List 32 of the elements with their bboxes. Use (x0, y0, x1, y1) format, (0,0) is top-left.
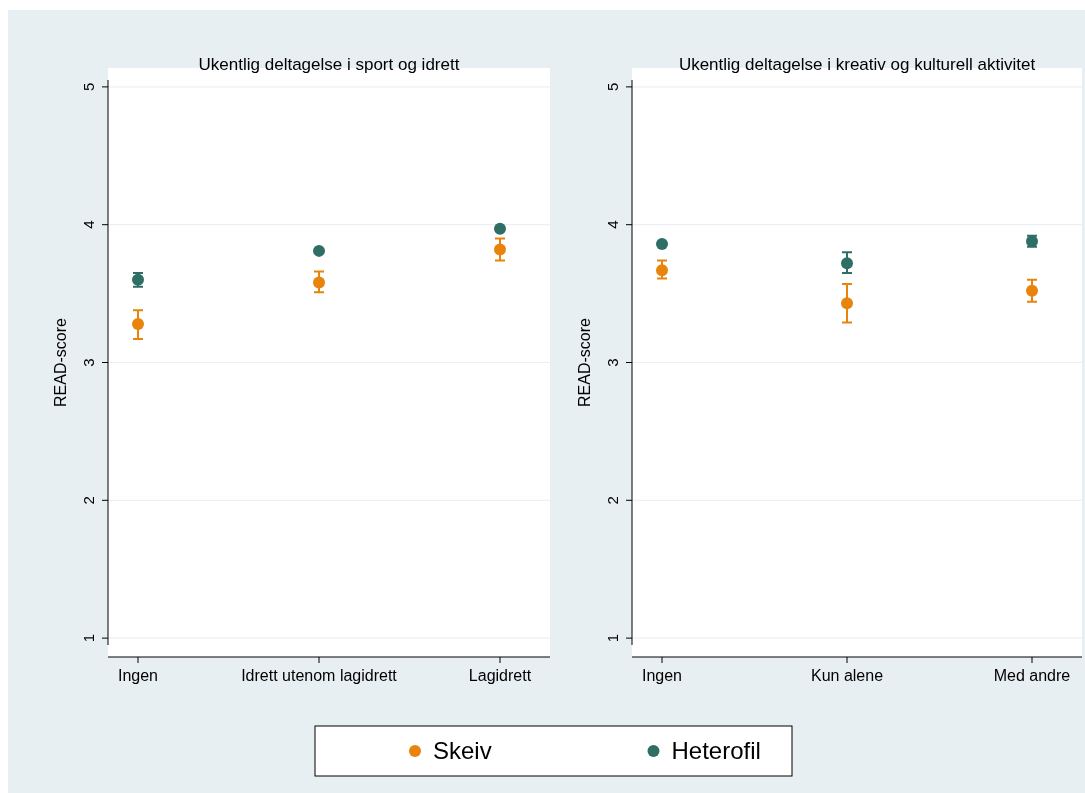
y-tick-label: 1 (80, 633, 97, 643)
point (313, 276, 325, 289)
y-tick-label: 3 (604, 358, 621, 367)
point (841, 257, 853, 270)
point (841, 297, 853, 310)
x-tick-label: Kun alene (810, 667, 884, 684)
point (132, 317, 144, 330)
x-tick-label: Lagidrett (468, 667, 532, 684)
chart-title: Ukentlig deltagelse i kreativ og kulturell aktivitet (678, 55, 1036, 74)
legend-label: Skeiv (433, 737, 492, 764)
point (656, 237, 668, 250)
y-tick-label: 5 (604, 82, 621, 92)
y-axis-title: READ-score (576, 317, 593, 407)
point (1026, 284, 1038, 297)
point (656, 264, 668, 277)
y-tick-label: 2 (80, 496, 97, 505)
x-tick-label: Ingen (117, 667, 159, 684)
y-tick-label: 2 (604, 496, 621, 505)
x-tick-label: Med andre (993, 667, 1071, 684)
y-tick-label: 5 (80, 82, 97, 92)
chart-title: Ukentlig deltagelse i sport og idrett (198, 55, 460, 74)
point (494, 243, 506, 256)
x-tick-label: Idrett utenom lagidrett (241, 667, 398, 684)
y-axis-title: READ-score (52, 317, 69, 407)
y-tick-label: 4 (604, 220, 621, 229)
y-tick-label: 3 (80, 358, 97, 367)
y-tick-label: 1 (604, 633, 621, 643)
point (494, 222, 506, 235)
legend-label: Heterofil (671, 737, 761, 764)
y-tick-label: 4 (80, 220, 97, 229)
point (313, 244, 325, 257)
x-tick-label: Ingen (641, 667, 683, 684)
